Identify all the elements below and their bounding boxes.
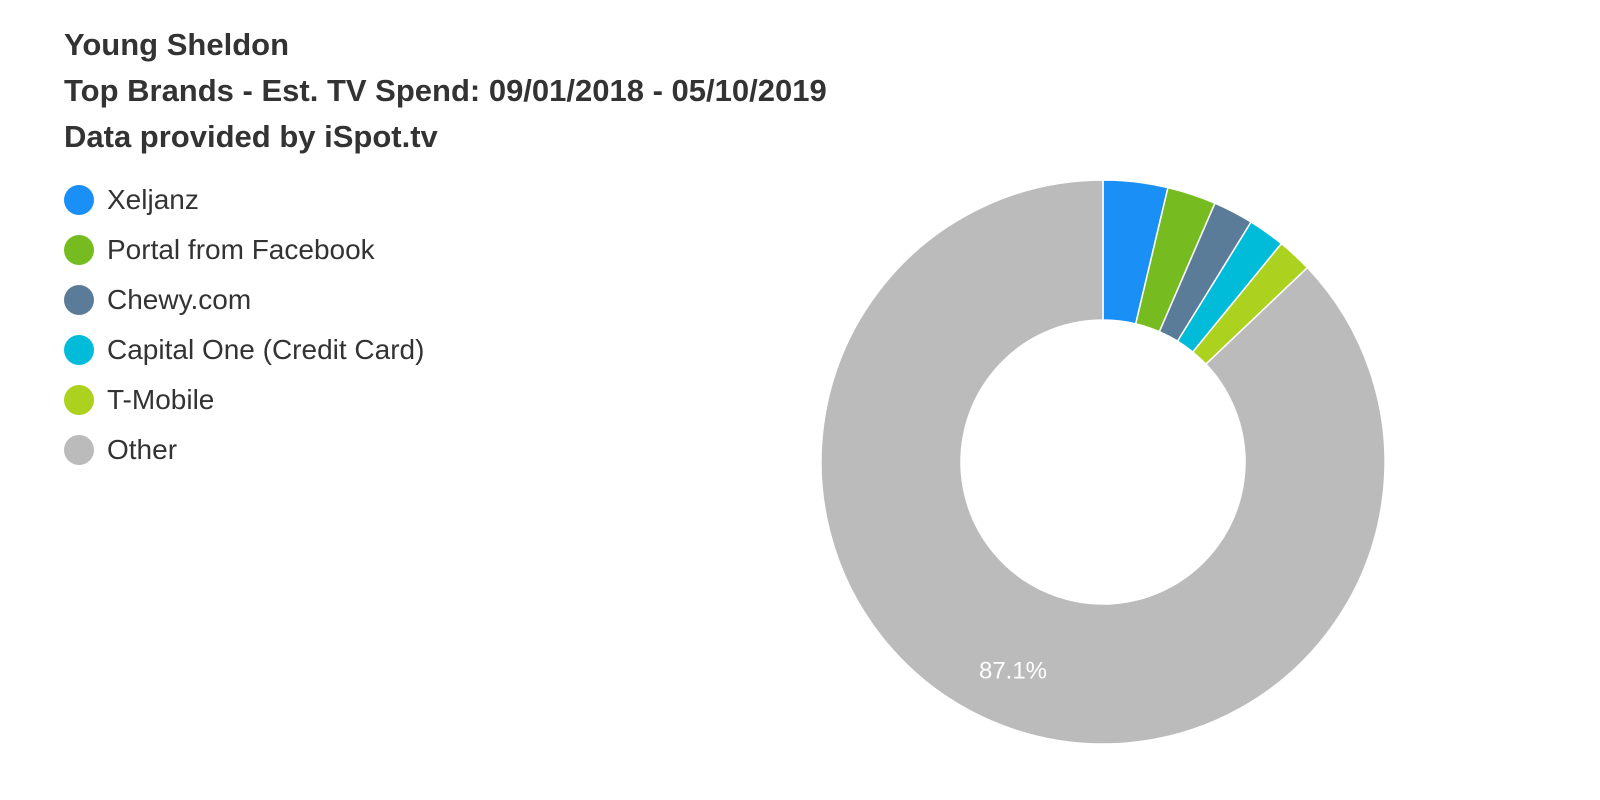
- chart-title-line-3: Data provided by iSpot.tv: [64, 119, 438, 154]
- legend-item-portal-from-facebook[interactable]: Portal from Facebook: [64, 225, 424, 275]
- legend-item-t-mobile[interactable]: T-Mobile: [64, 375, 424, 425]
- chart-title-line-1: Young Sheldon: [64, 27, 290, 62]
- legend-label: Other: [107, 434, 178, 465]
- chart-title: Young Sheldon Top Brands - Est. TV Spend…: [64, 22, 827, 160]
- legend-swatch: [64, 335, 94, 365]
- legend-label: T-Mobile: [107, 384, 215, 415]
- legend-item-capital-one[interactable]: Capital One (Credit Card): [64, 325, 424, 375]
- legend-swatch: [64, 285, 94, 315]
- legend-swatch: [64, 385, 94, 415]
- legend-label: Xeljanz: [107, 184, 199, 215]
- legend-item-xeljanz[interactable]: Xeljanz: [64, 175, 424, 225]
- legend-label: Portal from Facebook: [107, 234, 375, 265]
- pie-slice-other[interactable]: [820, 179, 1386, 745]
- legend-item-chewy-com[interactable]: Chewy.com: [64, 275, 424, 325]
- legend-swatch: [64, 235, 94, 265]
- chart-legend: Xeljanz Portal from Facebook Chewy.com C…: [64, 175, 424, 475]
- chart-title-line-2: Top Brands - Est. TV Spend: 09/01/2018 -…: [64, 73, 827, 108]
- legend-swatch: [64, 185, 94, 215]
- slice-data-label: 87.1%: [979, 657, 1047, 684]
- legend-item-other[interactable]: Other: [64, 425, 424, 475]
- legend-label: Capital One (Credit Card): [107, 334, 425, 365]
- legend-swatch: [64, 435, 94, 465]
- legend-label: Chewy.com: [107, 284, 252, 315]
